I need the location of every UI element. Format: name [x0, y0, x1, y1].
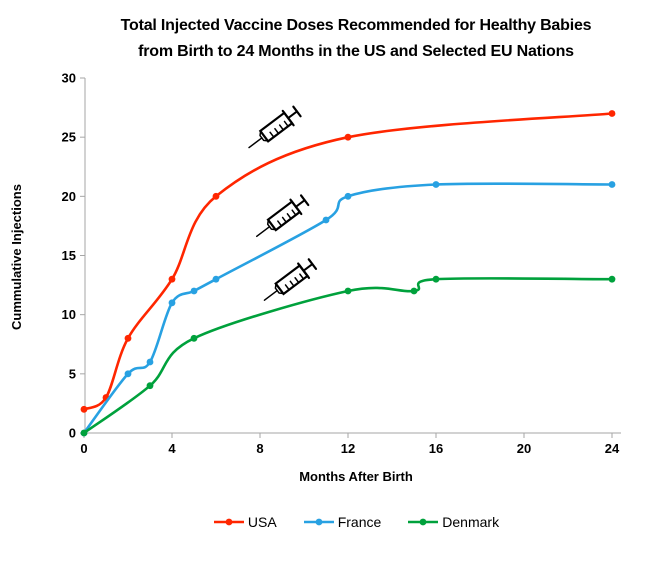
syringe-icon [255, 194, 310, 238]
syringe-part [278, 124, 285, 131]
y-tick-label: 25 [62, 130, 76, 145]
legend-label: Denmark [442, 514, 500, 530]
legend-item-usa: USA [213, 514, 277, 530]
data-point-denmark [344, 287, 352, 295]
syringe-icon [248, 105, 302, 149]
x-tick-label: 0 [80, 441, 87, 456]
chart-title-line-1: Total Injected Vaccine Doses Recommended… [120, 17, 592, 34]
legend-swatch-icon [408, 518, 439, 526]
legend-item-france: France [303, 514, 382, 530]
x-axis-title: Months After Birth [299, 469, 413, 484]
x-tick-label: 12 [341, 441, 355, 456]
legend-swatch-icon [303, 518, 334, 526]
x-tick-label: 24 [605, 441, 620, 456]
legend-marker [225, 518, 233, 526]
y-tick-label: 15 [62, 248, 76, 263]
syringe-part [307, 258, 318, 270]
syringe-part [269, 131, 275, 138]
legend-swatch-icon [213, 518, 244, 526]
data-point-usa [608, 110, 616, 117]
syringe-part [287, 110, 298, 120]
data-point-usa [168, 275, 176, 283]
chart-title-line-2: from Birth to 24 Months in the US and Se… [138, 43, 574, 60]
series-line-denmark [82, 277, 614, 435]
data-point-france [344, 192, 352, 200]
legend: USA France Denmark [76, 508, 636, 536]
syringe-part [263, 289, 278, 301]
data-point-france [124, 370, 132, 378]
syringe-part [284, 284, 290, 291]
syringe-part [302, 263, 314, 272]
legend-marker [315, 518, 323, 526]
data-point-usa [212, 192, 220, 200]
syringe-part [294, 199, 306, 208]
y-tick-label: 0 [69, 426, 76, 441]
syringe-icon [263, 258, 318, 301]
data-point-france [146, 358, 154, 366]
data-point-france [322, 216, 330, 224]
y-tick-label: 30 [62, 71, 76, 86]
data-point-denmark [190, 334, 198, 342]
series-line-usa [82, 112, 614, 411]
syringe-part [255, 225, 271, 238]
data-point-usa [124, 334, 132, 342]
legend-label: France [337, 514, 382, 530]
legend-marker [419, 518, 427, 526]
chart-title: Total Injected Vaccine Doses Recommended… [76, 13, 636, 65]
syringe-part [289, 280, 295, 287]
syringe-part [281, 216, 287, 223]
data-point-france [190, 287, 198, 295]
legend-label: USA [247, 514, 277, 530]
syringe-part [248, 137, 263, 149]
legend-item-denmark: Denmark [407, 514, 499, 530]
data-point-usa [80, 405, 88, 413]
syringe-part [299, 194, 310, 207]
x-tick-label: 8 [256, 441, 263, 456]
data-point-denmark [432, 275, 440, 283]
syringe-part [283, 120, 289, 128]
x-tick-label: 16 [429, 441, 443, 456]
syringe-part [286, 213, 292, 220]
data-point-france [432, 181, 440, 188]
syringe-part [299, 273, 305, 280]
data-point-france [168, 299, 176, 307]
syringe-part [291, 209, 297, 216]
y-tick-label: 20 [62, 189, 76, 204]
syringe-part [277, 220, 283, 227]
syringe-part [294, 276, 300, 284]
data-point-france [608, 181, 616, 188]
data-point-denmark [410, 287, 418, 295]
data-point-france [212, 275, 220, 283]
data-point-denmark [146, 382, 154, 390]
x-tick-label: 20 [517, 441, 531, 456]
syringe-part [292, 105, 302, 118]
y-tick-label: 5 [69, 366, 76, 381]
x-tick-label: 4 [168, 441, 176, 456]
data-point-usa [344, 133, 352, 141]
data-point-denmark [80, 429, 88, 437]
syringe-part [274, 127, 280, 135]
series-line-france [82, 182, 614, 435]
data-point-denmark [608, 275, 616, 283]
y-tick-label: 10 [62, 307, 76, 322]
